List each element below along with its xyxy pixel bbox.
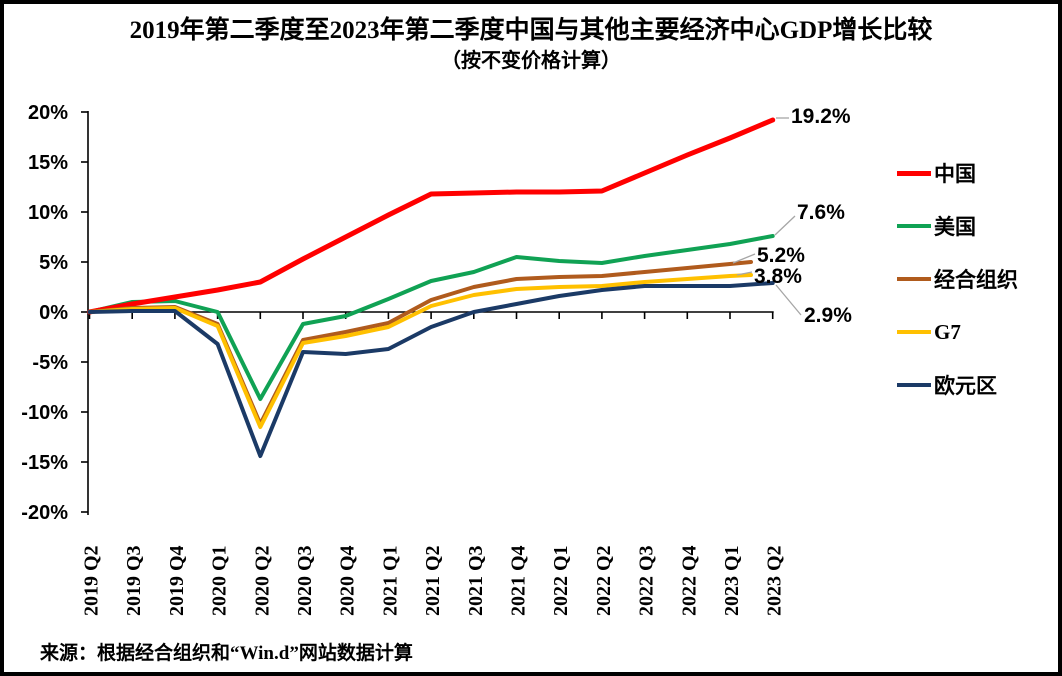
- y-tick-label: 15%: [28, 152, 68, 174]
- x-tick-label: 2021 Q3: [465, 545, 487, 616]
- chart-title-block: 2019年第二季度至2023年第二季度中国与其他主要经济中心GDP增长比较 （按…: [4, 14, 1058, 74]
- x-tick-label: 2022 Q3: [636, 545, 658, 616]
- y-tick-label: 5%: [39, 252, 68, 274]
- y-tick-label: 0%: [39, 302, 68, 324]
- y-tick-label: -5%: [32, 352, 68, 374]
- legend-item-eurozone: 欧元区: [897, 373, 1018, 398]
- x-tick-label: 2020 Q3: [294, 545, 316, 616]
- y-tick-label: -15%: [21, 452, 68, 474]
- legend-line-swatch-oecd: [897, 277, 931, 281]
- legend-item-oecd: 经合组织: [897, 267, 1018, 292]
- legend-line-swatch-g7: [897, 330, 931, 334]
- data-label-oecd-end: 5.2%: [757, 244, 805, 267]
- data-label-china-end: 19.2%: [791, 105, 851, 128]
- leader-line-2: [732, 253, 756, 264]
- x-tick-label: 2022 Q2: [593, 545, 615, 616]
- data-label-g7-end: 3.8%: [754, 265, 802, 288]
- data-label-eurozone-end: 2.9%: [804, 304, 852, 327]
- legend-line-swatch-china: [897, 170, 931, 176]
- x-tick-label: 2021 Q4: [508, 545, 530, 616]
- y-tick-label: -10%: [21, 402, 68, 424]
- x-tick-label: 2020 Q1: [209, 545, 231, 616]
- legend-label-china: 中国: [934, 162, 976, 186]
- series-line-0: [87, 117, 776, 315]
- y-tick-label: -20%: [21, 502, 68, 524]
- legend-item-usa: 美国: [897, 214, 1018, 239]
- legend-line-swatch-usa: [897, 224, 931, 228]
- y-tick-label: 20%: [28, 102, 68, 124]
- y-tick-label: 10%: [28, 202, 68, 224]
- leader-line-3: [736, 271, 753, 276]
- line-chart-plot-area: 20% 15% 10% 5% 0% -5% -10% -15% -20% 2019 Q2 2019 …: [21, 102, 802, 616]
- series-line-1: [87, 234, 775, 401]
- x-tick-label: 2019 Q4: [166, 545, 188, 616]
- x-tick-label: 2023 Q1: [721, 545, 743, 616]
- legend-item-china: 中国: [897, 161, 1018, 186]
- x-tick-label: 2022 Q4: [678, 545, 700, 616]
- data-label-usa-end: 7.6%: [797, 201, 845, 224]
- source-note: 来源：根据经合组织和“Win.d”网站数据计算: [40, 643, 413, 664]
- legend-item-g7: G7: [897, 320, 1018, 344]
- chart-legend: 中国 美国 经合组织 G7 欧元区: [897, 161, 1018, 426]
- x-tick-label: 2019 Q2: [81, 545, 103, 616]
- legend-label-oecd: 经合组织: [934, 268, 1018, 292]
- legend-label-g7: G7: [934, 319, 961, 344]
- leader-line-4: [775, 284, 802, 316]
- legend-label-eurozone: 欧元区: [934, 374, 997, 398]
- legend-label-usa: 美国: [934, 215, 976, 239]
- x-tick-label: 2020 Q4: [337, 545, 359, 616]
- x-tick-label: 2023 Q2: [764, 545, 786, 616]
- series-line-3: [87, 273, 753, 429]
- legend-line-swatch-eurozone: [897, 383, 931, 387]
- x-tick-label: 2020 Q2: [251, 545, 273, 616]
- x-tick-label: 2021 Q2: [422, 545, 444, 616]
- x-tick-label: 2021 Q1: [379, 545, 401, 616]
- x-tick-label: 2022 Q1: [550, 545, 572, 616]
- leader-line-1: [774, 215, 796, 236]
- x-tick-label: 2019 Q3: [123, 545, 145, 616]
- series-line-4: [87, 281, 775, 458]
- chart-title: 2019年第二季度至2023年第二季度中国与其他主要经济中心GDP增长比较: [129, 17, 933, 44]
- chart-subtitle: （按不变价格计算）: [441, 50, 621, 72]
